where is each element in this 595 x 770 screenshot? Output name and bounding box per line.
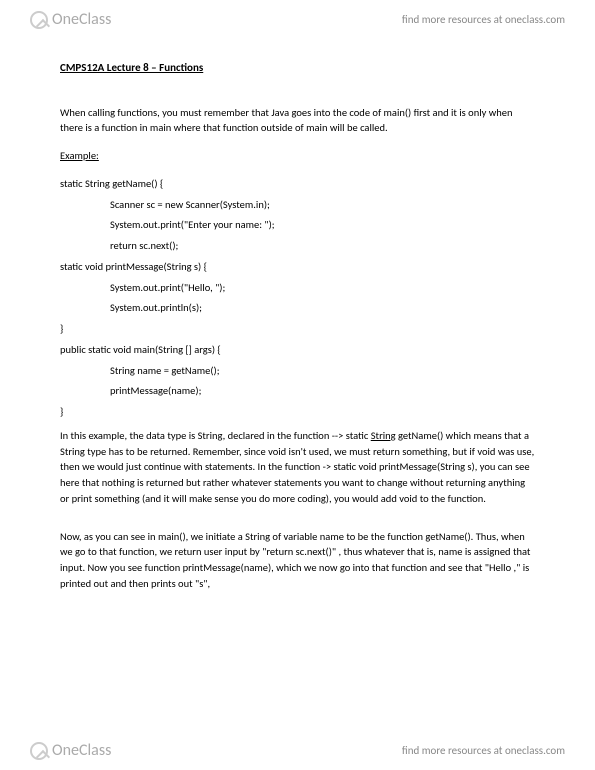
code-line: public static void main(String [] args) … [60, 342, 535, 358]
header-link[interactable]: find more resources at oneclass.com [402, 13, 565, 26]
code-line: Scanner sc = new Scanner(System.in); [60, 197, 535, 213]
p1b: String [371, 429, 396, 442]
code-line: } [60, 404, 535, 420]
code-line: return sc.next(); [60, 238, 535, 254]
logo-icon [30, 11, 48, 29]
p1a: In this example, the data type is String… [60, 429, 371, 442]
explain-paragraph-1: In this example, the data type is String… [60, 428, 535, 507]
brand-logo: OneClass [30, 10, 111, 29]
code-block: static String getName() { Scanner sc = n… [60, 176, 535, 420]
document-body: CMPS12A Lecture 8 – Functions When calli… [60, 60, 535, 720]
code-line: System.out.print("Enter your name: "); [60, 217, 535, 233]
brand-logo-footer: OneClass [30, 741, 111, 760]
logo-icon [30, 742, 48, 760]
brand-name-footer: OneClass [52, 741, 111, 760]
page-header: OneClass find more resources at oneclass… [0, 0, 595, 39]
page-footer: OneClass find more resources at oneclass… [0, 731, 595, 770]
explain-paragraph-2: Now, as you can see in main(), we initia… [60, 529, 535, 592]
code-line: static void printMessage(String s) { [60, 259, 535, 275]
code-line: static String getName() { [60, 176, 535, 192]
code-line: } [60, 321, 535, 337]
code-line: String name = getName(); [60, 363, 535, 379]
example-label: Example: [60, 148, 535, 164]
code-line: System.out.print("Hello, "); [60, 280, 535, 296]
code-line: printMessage(name); [60, 383, 535, 399]
page-title: CMPS12A Lecture 8 – Functions [60, 60, 535, 77]
intro-paragraph: When calling functions, you must remembe… [60, 105, 535, 137]
footer-link[interactable]: find more resources at oneclass.com [402, 744, 565, 757]
brand-name: OneClass [52, 10, 111, 29]
example-label-text: Example: [60, 149, 99, 162]
code-line: System.out.println(s); [60, 300, 535, 316]
